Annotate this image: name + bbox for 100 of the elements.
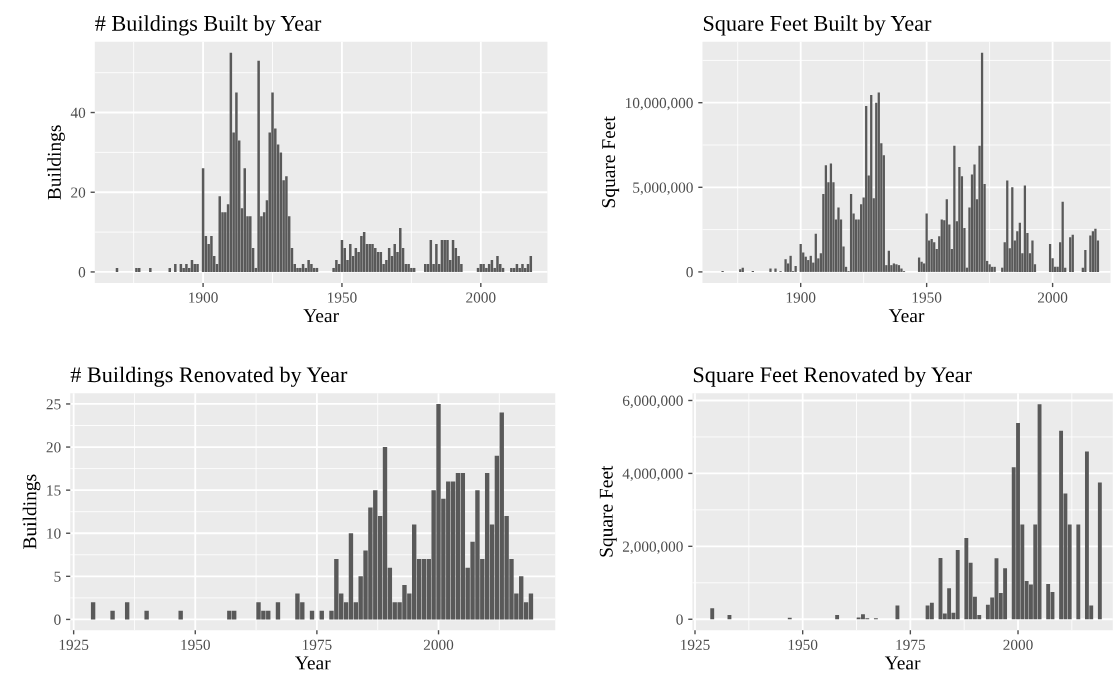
x-axis-title: Year xyxy=(295,656,331,670)
y-tick-label: 5 xyxy=(54,571,61,582)
bar xyxy=(124,602,130,620)
y-tick-label: 0 xyxy=(686,267,693,278)
chart-title: # Buildings Renovated by Year xyxy=(70,366,348,387)
bar xyxy=(257,60,260,272)
y-axis-title: Buildings xyxy=(47,125,65,200)
bar xyxy=(249,216,252,272)
y-tick-label: 4,000,000 xyxy=(622,468,683,482)
bar xyxy=(299,267,302,272)
bar xyxy=(861,614,865,620)
bar xyxy=(925,605,930,620)
x-tick-label: 1925 xyxy=(59,639,89,650)
bar xyxy=(348,533,354,620)
bar xyxy=(435,244,438,272)
bar xyxy=(210,236,213,272)
x-tick-label: 1950 xyxy=(328,292,357,303)
y-axis-title: Square Feet xyxy=(599,465,617,557)
bar xyxy=(174,263,177,272)
bar xyxy=(892,263,896,272)
bar xyxy=(837,207,840,272)
bar xyxy=(393,244,396,272)
bar xyxy=(460,472,466,620)
bar xyxy=(710,608,715,620)
bar xyxy=(285,176,288,272)
bar xyxy=(955,549,960,620)
bar xyxy=(296,267,299,272)
x-tick-label: 2000 xyxy=(466,292,496,303)
y-tick-label: 0 xyxy=(54,614,61,625)
bar xyxy=(310,263,313,272)
bar xyxy=(349,244,352,272)
bar xyxy=(382,447,388,620)
bar xyxy=(774,268,777,272)
bar xyxy=(1003,568,1008,620)
chart-title: # Buildings Built by Year xyxy=(95,15,322,36)
bar xyxy=(933,242,936,272)
y-tick-label: 10,000,000 xyxy=(626,97,693,111)
x-tick-label: 1975 xyxy=(302,639,332,650)
bar xyxy=(455,472,461,620)
x-tick-label: 1925 xyxy=(681,639,710,650)
bar xyxy=(789,255,792,272)
bar xyxy=(1097,482,1102,620)
bar xyxy=(371,244,374,272)
bar xyxy=(521,263,524,272)
x-tick-label: 2000 xyxy=(1003,639,1033,650)
bar xyxy=(895,605,900,620)
bar xyxy=(275,602,281,620)
y-axis-title: Square Feet xyxy=(602,116,620,208)
x-tick-label: 1975 xyxy=(896,639,926,650)
y-tick-label: 40 xyxy=(70,107,86,118)
bar xyxy=(1084,451,1089,620)
y-tick-label: 10 xyxy=(47,528,61,539)
bar xyxy=(1059,430,1064,620)
x-axis-title: Year xyxy=(888,309,925,323)
bar xyxy=(1016,423,1020,620)
bar xyxy=(374,248,377,272)
bar xyxy=(182,267,185,272)
bar xyxy=(1031,240,1034,272)
bar xyxy=(235,92,238,272)
y-tick-label: 20 xyxy=(46,442,61,453)
bar xyxy=(964,537,969,620)
bar xyxy=(958,167,961,272)
bar xyxy=(185,263,188,272)
x-tick-label: 1900 xyxy=(786,292,816,303)
bar xyxy=(144,610,149,620)
bar xyxy=(485,267,488,272)
bar xyxy=(1089,235,1092,272)
bar xyxy=(1046,583,1051,620)
bar xyxy=(421,559,427,620)
bar xyxy=(518,267,521,272)
bar xyxy=(243,168,246,272)
bar xyxy=(149,267,152,272)
x-tick-label: 2000 xyxy=(423,639,454,650)
bar xyxy=(446,240,449,272)
x-axis-title: Year xyxy=(303,309,339,323)
bar xyxy=(929,602,934,620)
bar xyxy=(399,228,402,272)
bar xyxy=(110,610,115,620)
bar xyxy=(271,92,274,272)
bar xyxy=(335,259,338,272)
bar xyxy=(947,588,952,620)
y-axis-title: Buildings xyxy=(22,474,41,549)
y-tick-label: 15 xyxy=(47,485,61,496)
bar xyxy=(769,268,772,272)
bar xyxy=(496,256,499,272)
bar xyxy=(1076,524,1081,620)
y-tick-label: 2,000,000 xyxy=(622,541,683,554)
chart-title: Square Feet Built by Year xyxy=(703,15,932,36)
y-tick-label: 20 xyxy=(71,187,86,198)
bar xyxy=(295,593,300,620)
bar xyxy=(484,472,490,620)
x-tick-label: 1900 xyxy=(189,292,218,303)
bar xyxy=(835,614,840,620)
bar xyxy=(895,264,898,272)
y-tick-label: 5,000,000 xyxy=(633,182,693,195)
y-tick-label: 6,000,000 xyxy=(622,395,683,409)
x-tick-label: 1950 xyxy=(912,292,942,303)
x-tick-label: 1950 xyxy=(181,639,210,650)
y-tick-label: 25 xyxy=(46,399,61,410)
x-tick-label: 2000 xyxy=(1037,292,1068,303)
